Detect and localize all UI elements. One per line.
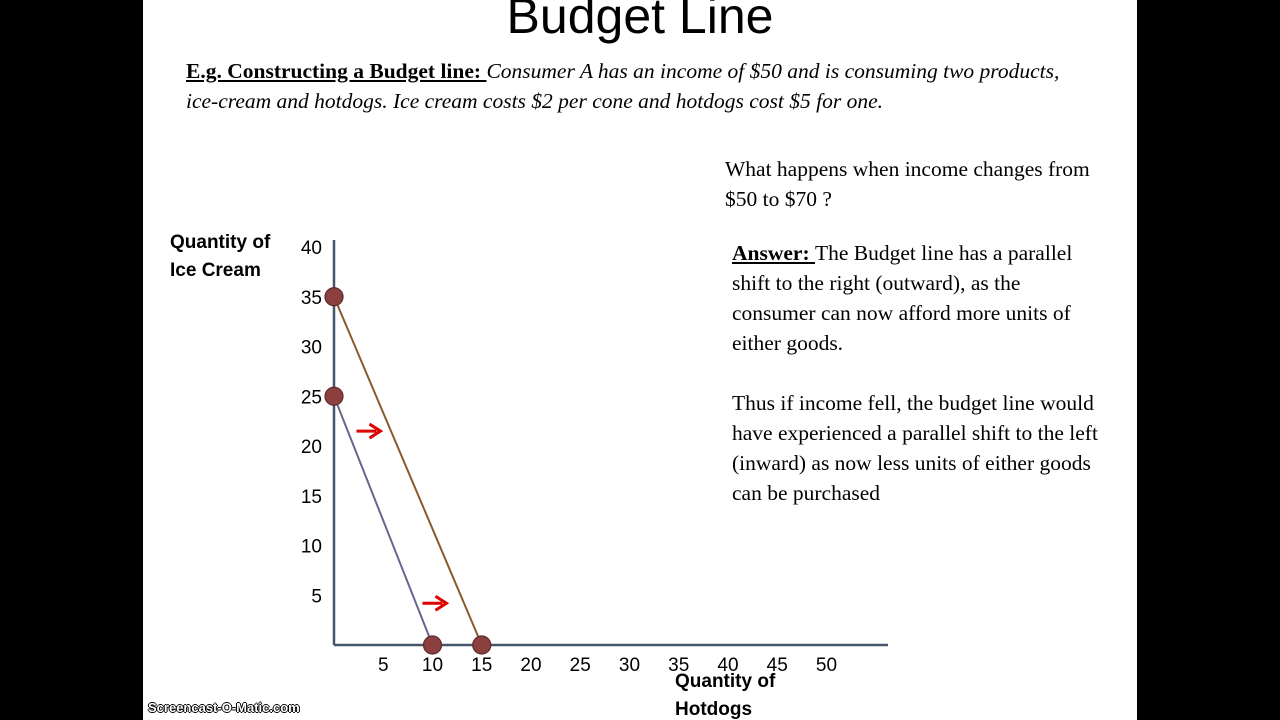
x-tick-label: 30 (619, 655, 640, 676)
answer-block: Answer: The Budget line has a parallel s… (732, 238, 1102, 508)
y-tick-label: 35 (301, 288, 322, 309)
shift-arrow-head (434, 594, 450, 612)
shift-arrow-head (368, 422, 384, 440)
slide: Budget Line E.g. Constructing a Budget l… (143, 0, 1137, 720)
budget-line-new (333, 296, 483, 646)
watermark: Screencast-O-Matic.com (148, 700, 300, 715)
y-tick-label: 30 (301, 338, 322, 359)
followup-paragraph: Thus if income fell, the budget line wou… (732, 391, 1098, 505)
slide-title: Budget Line (506, 0, 774, 44)
y-tick-label: 40 (301, 238, 322, 259)
x-tick-label: 20 (520, 655, 541, 676)
intro-body: Consumer A has an income of $50 and is c… (186, 59, 1060, 113)
intro-paragraph: E.g. Constructing a Budget line: Consume… (186, 56, 1096, 116)
answer-paragraph: Answer: The Budget line has a parallel s… (732, 238, 1102, 358)
y-tick-label: 5 (311, 586, 322, 607)
answer-text: The Budget line has a parallel shift to … (732, 241, 1073, 355)
x-tick-label: 50 (816, 655, 837, 676)
y-tick-label: 25 (301, 387, 322, 408)
y-tick-label: 15 (301, 487, 322, 508)
x-tick-label: 35 (668, 655, 689, 676)
y-tick-label: 20 (301, 437, 322, 458)
intercept-point (472, 635, 492, 655)
x-tick-label: 25 (570, 655, 591, 676)
budget-line-chart: 5 10 15 20 25 30 35 40 45 50 5 10 15 20 25 30 35 40 (301, 238, 888, 676)
answer-label: Answer: (732, 241, 815, 265)
x-tick-label: 15 (471, 655, 492, 676)
intercept-point (324, 287, 344, 307)
budget-line-original (333, 395, 434, 646)
y-axis-title: Quantity of Ice Cream (170, 232, 271, 281)
intercept-point (422, 635, 443, 655)
x-tick-label: 10 (422, 655, 443, 676)
x-tick-label: 40 (717, 655, 738, 676)
question-text: What happens when income changes from $5… (725, 157, 1090, 211)
x-axis-title: Quantity of Hotdogs (675, 671, 776, 720)
x-tick-label: 45 (767, 655, 788, 676)
intercept-point (324, 386, 344, 406)
intro-lead: E.g. Constructing a Budget line: (186, 59, 487, 83)
x-tick-label: 5 (378, 655, 389, 676)
y-tick-label: 10 (301, 537, 322, 558)
